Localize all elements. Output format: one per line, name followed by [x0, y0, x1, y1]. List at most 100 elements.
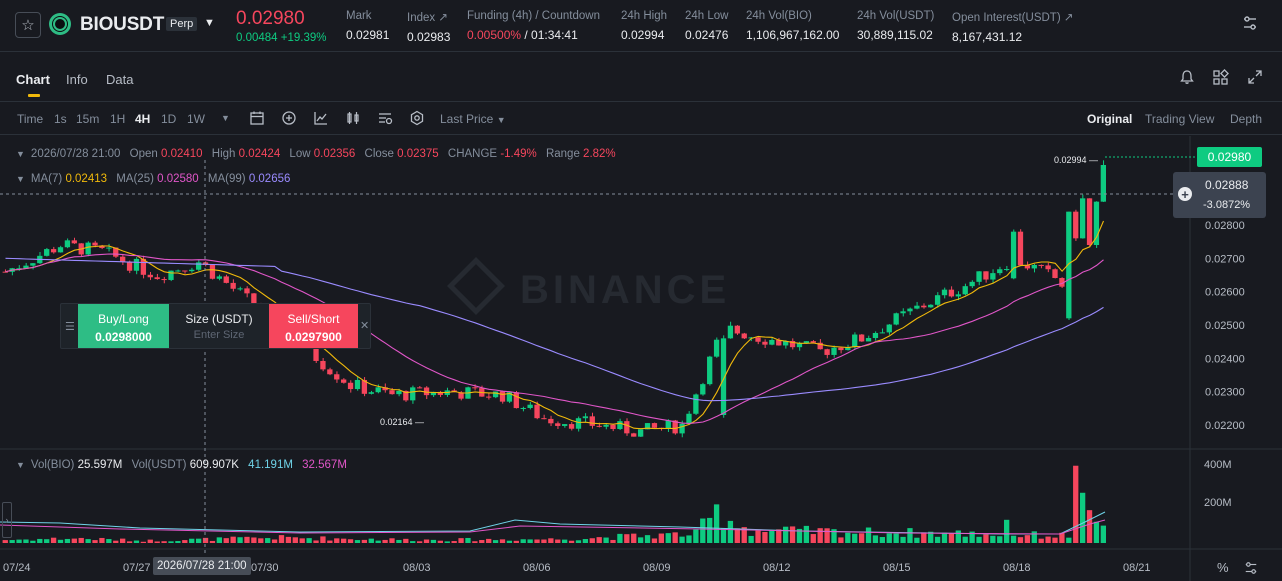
plus-icon[interactable]: + — [1178, 187, 1192, 201]
volume-bar — [1004, 519, 1010, 543]
collapse-ma-legend-icon[interactable]: ▼ — [16, 174, 25, 184]
candle-body — [396, 390, 402, 395]
date-tick: 08/15 — [883, 562, 911, 574]
calendar-icon[interactable] — [249, 110, 265, 126]
symbol-name[interactable]: BIOUSDT — [80, 14, 165, 35]
view-trading-view[interactable]: Trading View — [1145, 112, 1215, 126]
collapse-volume-legend-icon[interactable]: ▼ — [16, 460, 25, 470]
candle-body — [334, 374, 340, 380]
interval-1d[interactable]: 1D — [161, 112, 177, 126]
volume-bar — [789, 526, 796, 543]
volume-bar — [410, 541, 416, 543]
volume-bar — [658, 533, 664, 543]
tab-info[interactable]: Info — [66, 72, 88, 87]
candle-body — [651, 423, 658, 428]
interval-1h[interactable]: 1H — [110, 112, 126, 126]
quick-order-panel: ☰ Buy/Long 0.0298000 Size (USDT) Sell/Sh… — [60, 303, 371, 349]
volume-bar — [520, 539, 526, 543]
volume-bar — [914, 537, 920, 543]
candle-body — [209, 264, 216, 279]
candle-body — [410, 387, 416, 401]
tab-chart[interactable]: Chart — [16, 72, 50, 97]
volume-bar — [382, 539, 388, 543]
candlestick-icon[interactable] — [345, 110, 361, 126]
candle-body — [997, 269, 1003, 274]
volume-bar — [589, 538, 595, 543]
stat-open-interest[interactable]: Open Interest(USDT) ↗ 8,167,431.12 — [952, 12, 1074, 44]
settings-sliders-icon[interactable] — [1242, 15, 1258, 31]
crosshair-date-label: 2026/07/28 21:00 — [153, 557, 251, 575]
volume-bar — [78, 537, 84, 543]
volume-bar — [741, 527, 747, 543]
candle-body — [527, 404, 533, 408]
sell-short-button[interactable]: Sell/Short 0.0297900 — [269, 304, 358, 348]
price-type-select[interactable]: Last Price ▼ — [440, 112, 506, 126]
star-icon: ☆ — [21, 17, 35, 34]
template-icon[interactable] — [377, 110, 393, 126]
bell-icon[interactable] — [1179, 69, 1195, 85]
drag-handle-icon[interactable]: ☰ — [65, 321, 75, 333]
candle-body — [596, 425, 602, 427]
price-axis-tick: 0.02300 — [1205, 387, 1245, 399]
coin-logo — [49, 13, 71, 35]
candlestick-chart[interactable]: BINANCE 0.02800 0.02700 0.02600 0.02500 0.02… — [0, 136, 1282, 581]
candle-body — [983, 271, 989, 280]
buy-long-button[interactable]: Buy/Long 0.0298000 — [78, 304, 169, 348]
favorite-star-button[interactable]: ☆ — [15, 12, 41, 38]
close-icon[interactable]: ✕ — [360, 320, 370, 332]
volume-bar — [948, 533, 955, 543]
volume-bar — [513, 540, 519, 543]
percent-scale-icon[interactable]: % — [1217, 560, 1229, 575]
candle-body — [120, 256, 126, 263]
view-original[interactable]: Original — [1087, 112, 1133, 126]
add-indicator-icon[interactable] — [281, 110, 297, 126]
date-tick: 08/09 — [643, 562, 671, 574]
volume-bar — [562, 539, 568, 543]
candle-body — [320, 360, 326, 370]
candle-body — [810, 341, 816, 343]
line-chart-icon[interactable] — [313, 110, 329, 126]
interval-time[interactable]: Time — [17, 112, 44, 126]
candle-body — [64, 240, 71, 248]
candle-body — [934, 295, 941, 305]
interval-15m[interactable]: 15m — [76, 112, 100, 126]
volume-bar — [541, 539, 547, 543]
size-input[interactable] — [174, 329, 264, 341]
interval-4h[interactable]: 4H — [135, 112, 151, 126]
layout-grid-icon[interactable] — [1212, 69, 1229, 86]
candle-body — [582, 416, 589, 419]
candle-body — [1073, 211, 1079, 239]
volume-bar — [1100, 525, 1106, 543]
expand-panel-button[interactable]: › — [2, 502, 12, 538]
volume-bar — [389, 538, 395, 543]
candle-body — [1004, 269, 1010, 271]
volume-bar — [921, 532, 927, 543]
candle-body — [783, 341, 789, 346]
volume-bar — [1052, 537, 1058, 543]
view-depth[interactable]: Depth — [1230, 112, 1263, 126]
interval-1s[interactable]: 1s — [54, 112, 67, 126]
fullscreen-icon[interactable] — [1247, 69, 1263, 85]
candle-body — [679, 423, 685, 434]
stat-index[interactable]: Index ↗ 0.02983 — [407, 12, 451, 44]
volume-bar — [727, 520, 734, 543]
collapse-legend-icon[interactable]: ▼ — [16, 149, 25, 159]
interval-dropdown-icon[interactable]: ▼ — [221, 113, 230, 123]
stat-24h-low: 24h Low 0.02476 — [685, 10, 729, 42]
candle-body — [195, 262, 202, 270]
candle-body — [1031, 264, 1037, 269]
interval-1w[interactable]: 1W — [187, 112, 205, 126]
volume-bar — [486, 538, 492, 543]
axis-settings-icon[interactable] — [1244, 561, 1258, 575]
tab-data[interactable]: Data — [106, 72, 134, 87]
candle-body — [216, 276, 222, 279]
candle-body — [382, 387, 388, 391]
chart-settings-icon[interactable] — [409, 110, 425, 126]
volume-bar — [161, 541, 167, 543]
chevron-down-icon[interactable]: ▼ — [204, 17, 215, 29]
candle-body — [776, 339, 782, 346]
volume-bar — [1079, 492, 1086, 543]
candle-body — [161, 279, 167, 281]
candle-body — [506, 392, 513, 402]
volume-bar — [534, 539, 540, 543]
